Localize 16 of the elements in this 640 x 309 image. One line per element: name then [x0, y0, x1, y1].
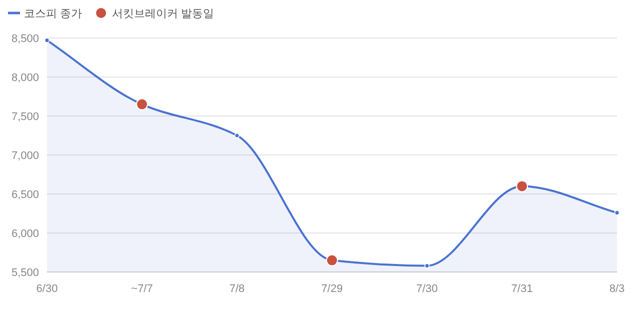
x-tick-label: 6/30 — [36, 283, 58, 295]
x-tick-label: 7/29 — [321, 283, 343, 295]
x-tick-label: 8/3 — [609, 283, 625, 295]
y-tick-label: 5,500 — [11, 267, 39, 279]
y-tick-label: 8,500 — [11, 33, 39, 45]
y-tick-label: 7,500 — [11, 111, 39, 123]
y-tick-label: 6,000 — [11, 228, 39, 240]
x-tick-label: 7/31 — [511, 283, 533, 295]
y-tick-label: 8,000 — [11, 72, 39, 84]
y-tick-label: 7,000 — [11, 150, 39, 162]
legend-label: 코스피 종가 — [24, 8, 82, 20]
x-tick-label: ~7/7 — [131, 283, 153, 295]
x-tick-label: 7/8 — [229, 283, 245, 295]
x-tick-label: 7/30 — [416, 283, 438, 295]
y-tick-label: 6,500 — [11, 189, 39, 201]
legend-label: 서킷브레이커 발동일 — [112, 8, 214, 20]
